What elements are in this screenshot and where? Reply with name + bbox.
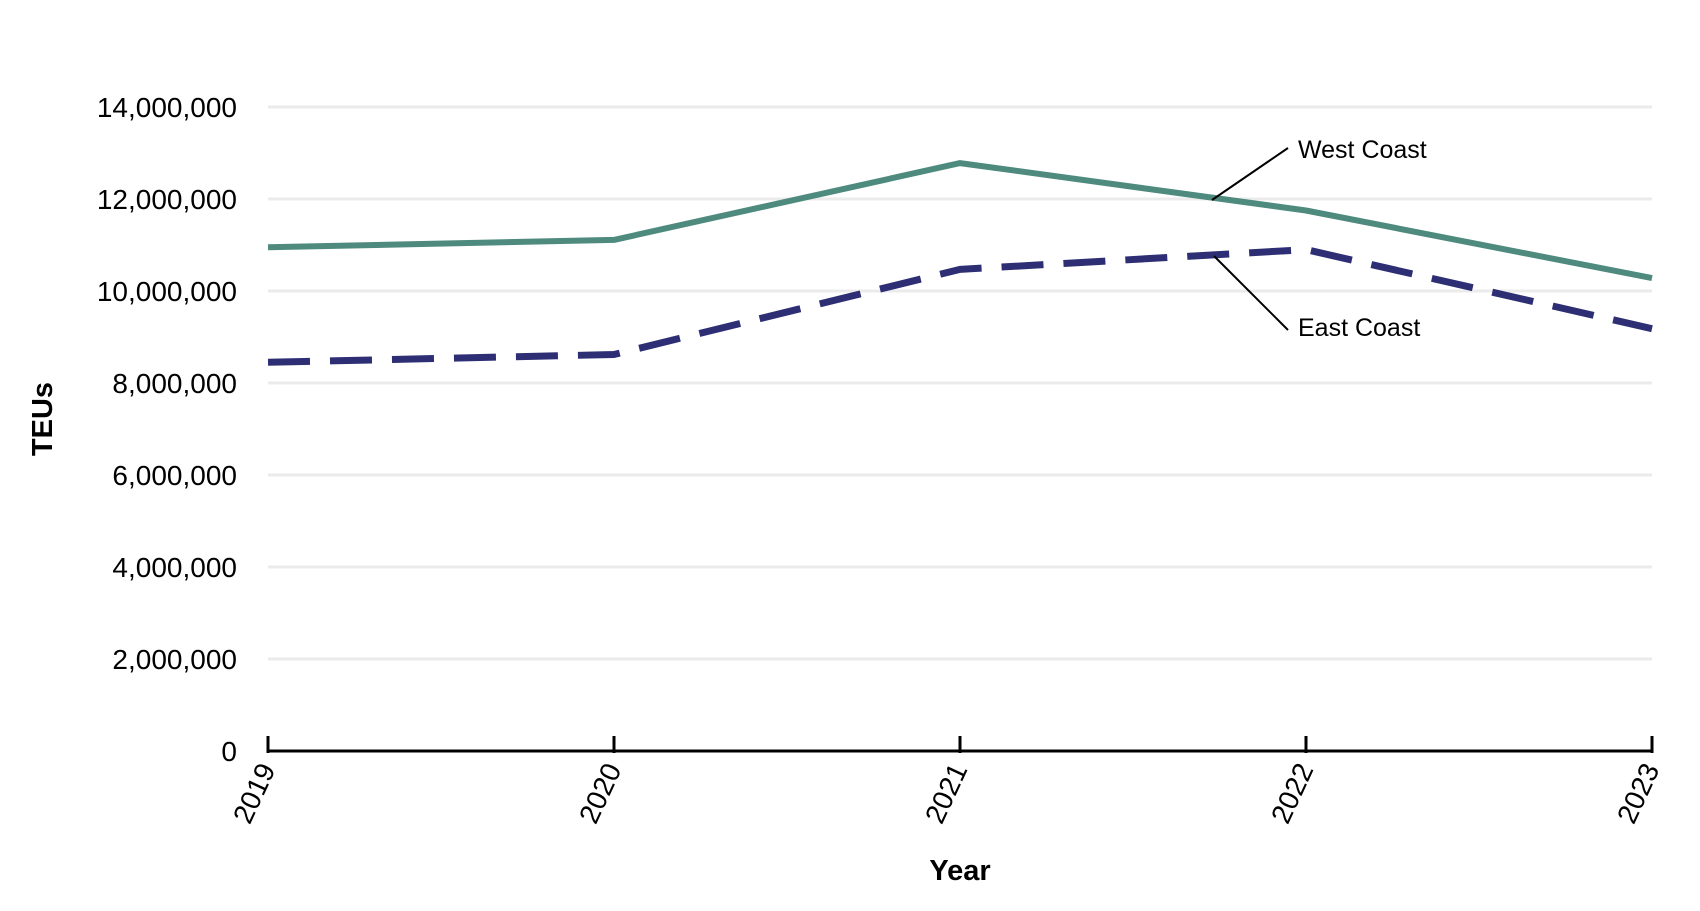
west-coast-label-leader [1211, 147, 1289, 201]
y-tick-label: 6,000,000 [112, 460, 237, 491]
east-coast-label: East Coast [1298, 314, 1420, 342]
east-coast-line [267, 246, 1653, 366]
y-tick-label: 4,000,000 [112, 552, 237, 583]
y-tick-label: 10,000,000 [97, 276, 237, 307]
x-tick-label: 2022 [1265, 758, 1319, 828]
x-tick-label: 2021 [919, 758, 973, 828]
gridlines [268, 105, 1652, 661]
series-lines [267, 160, 1653, 366]
y-tick-label: 2,000,000 [112, 644, 237, 675]
east-coast-label-leader [1213, 255, 1289, 331]
axes: 0 2,000,000 4,000,000 6,000,000 8,000,000 10,… [97, 92, 1666, 828]
x-tick-label: 2019 [227, 758, 281, 828]
x-axis-title: Year [929, 855, 990, 887]
y-tick-label: 8,000,000 [112, 368, 237, 399]
y-tick-label: 0 [221, 736, 237, 767]
series-labels: West Coast East Coast [1211, 136, 1427, 342]
west-coast-line [267, 160, 1653, 282]
y-tick-label: 14,000,000 [97, 92, 237, 123]
west-coast-label: West Coast [1298, 136, 1427, 164]
y-tick-label: 12,000,000 [97, 184, 237, 215]
x-tick-label: 2023 [1611, 758, 1665, 828]
y-axis-title: TEUs [27, 382, 59, 456]
x-tick-label: 2020 [573, 758, 627, 828]
